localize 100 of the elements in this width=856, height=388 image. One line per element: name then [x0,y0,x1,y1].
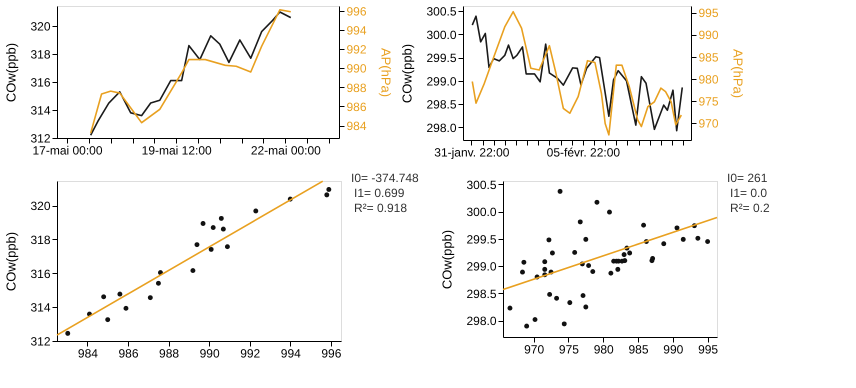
y-tick-label: 312 [30,132,51,146]
text: R²= 0.918 [354,201,408,215]
y-tick-label: 312 [30,334,51,348]
point [547,292,552,297]
point [622,252,627,258]
y-axis-title: COw(ppb) [3,232,18,292]
point [148,295,153,300]
y2-tick-label: 980 [698,72,719,86]
point [583,304,588,310]
point [210,225,216,230]
x-tick-label: 990 [200,346,220,360]
point [554,296,560,301]
point [572,250,578,255]
point [220,226,226,232]
x-tick-label: 986 [118,346,139,360]
point [208,246,214,252]
y2-tick-label: 984 [346,119,367,134]
x-tick-label: 992 [240,346,261,360]
x-tick-label: 980 [594,342,614,356]
point [218,216,224,221]
x-tick-label: 05-févr. 22:00 [546,146,620,160]
point [558,188,563,194]
text: I0= -374.748 [351,171,420,185]
x-tick-label: 995 [698,342,718,356]
y-tick-label: 298.0 [466,314,497,328]
point [567,300,572,306]
y2-tick-label: 996 [346,4,367,18]
x-tick-label: 970 [524,342,544,356]
y-tick-label: 314 [30,104,51,118]
y2-tick-label: 986 [346,100,367,114]
y-tick-label: 320 [30,199,51,214]
point [324,192,330,198]
point [615,266,620,272]
y-tick-label: 316 [30,76,51,90]
x-tick-label: 985 [628,342,649,356]
y2-tick-label: 995 [698,6,719,20]
point [532,317,538,322]
point [546,237,552,242]
y-tick-label: 299.5 [466,232,497,246]
point [680,236,686,242]
point [627,250,632,256]
y-tick-label: 299.0 [466,260,497,274]
y-tick-label: 320 [30,20,51,34]
text: I0= 261 [727,171,768,185]
x-tick-label: 994 [280,346,302,360]
point [520,270,525,275]
y2-tick-label: 990 [346,62,367,76]
y-tick-label: 300.5 [426,4,457,19]
point [105,317,110,322]
x-tick-label: 984 [78,346,98,360]
x-tick-label: 17-mai 00:00 [32,144,103,158]
y2-tick-label: 988 [346,80,367,95]
point [190,268,196,274]
point [590,269,596,274]
point [124,306,128,311]
point [608,270,614,276]
point [253,208,258,214]
y-tick-label: 298.0 [426,120,457,135]
point [641,222,646,228]
point [508,306,512,311]
y-axis-title: COw(ppb) [3,42,18,102]
x-tick-label: 996 [321,346,342,360]
y-tick-label: 300.5 [466,178,497,192]
y-tick-label: 316 [30,266,51,281]
y-axis-title: COw(ppb) [439,230,454,290]
point [578,219,583,224]
y2-axis-title: AP(hPa) [378,48,394,98]
y-tick-label: 299.0 [426,74,457,88]
y2-axis-title: AP(hPa) [730,48,746,98]
point [224,244,230,250]
point [583,236,588,242]
point [101,294,106,300]
y-tick-label: 300.0 [426,28,457,42]
text: I1= 0.0 [730,186,768,200]
point [580,293,586,298]
point [661,241,666,246]
x-tick-label: 988 [159,346,180,360]
point [156,280,161,286]
point [550,250,555,256]
y-tick-label: 299.5 [426,51,457,66]
y2-tick-label: 970 [698,116,719,130]
y2-tick-label: 990 [698,28,719,42]
point [594,200,600,205]
point [117,292,122,297]
text: R²= 0.2 [730,201,770,215]
y-tick-label: 300.0 [466,205,497,220]
x-tick-label: 22-mai 00:00 [250,144,322,158]
point [521,260,526,265]
point [586,263,592,268]
y2-tick-label: 992 [346,42,367,57]
y2-tick-label: 985 [698,50,719,64]
y2-tick-label: 994 [346,23,367,38]
point [607,210,612,215]
point [194,242,200,248]
point [65,330,70,336]
y-tick-label: 318 [30,48,51,62]
point [542,259,548,264]
x-tick-label: 975 [558,342,580,356]
x-tick-label: 990 [663,342,684,356]
y-tick-label: 314 [30,300,51,315]
